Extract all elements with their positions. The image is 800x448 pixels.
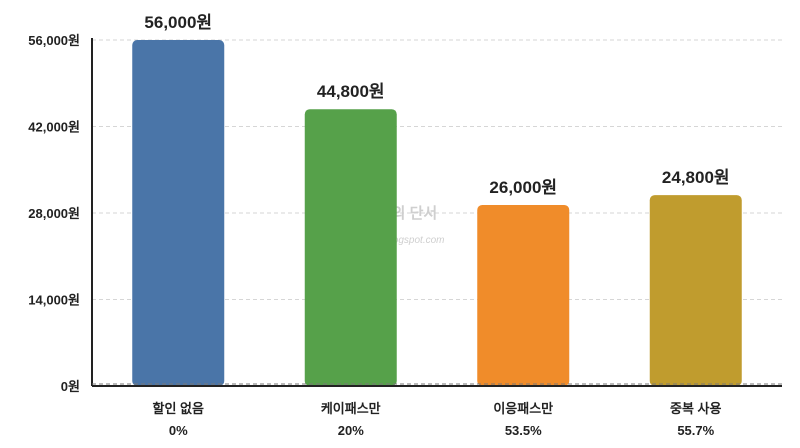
y-tick-label: 42,000원 xyxy=(28,120,80,135)
category-label: 중복 사용 xyxy=(670,401,721,416)
category-sublabel: 0% xyxy=(169,423,188,438)
y-tick-label: 0원 xyxy=(61,379,80,394)
data-label: 26,000원 xyxy=(489,178,557,197)
bar-1 xyxy=(132,40,225,386)
bars xyxy=(132,40,742,386)
data-label: 24,800원 xyxy=(662,168,730,187)
category-label: 이응패스만 xyxy=(493,401,553,416)
data-label: 56,000원 xyxy=(144,13,212,32)
bar-3 xyxy=(477,204,570,386)
category-sublabel: 55.7% xyxy=(677,423,714,438)
category-label: 할인 없음 xyxy=(153,401,204,416)
category-label: 케이패스만 xyxy=(321,401,381,416)
bar-4 xyxy=(649,195,742,386)
y-tick-label: 14,000원 xyxy=(28,293,80,308)
bar-2 xyxy=(304,109,397,386)
data-label: 44,800원 xyxy=(317,82,385,101)
labels: 0원 14,000원 28,000원 42,000원 56,000원 56,000원할인 … xyxy=(28,13,729,438)
category-sublabel: 20% xyxy=(338,423,364,438)
category-sublabel: 53.5% xyxy=(505,423,542,438)
axes xyxy=(91,38,782,387)
y-tick-label: 28,000원 xyxy=(28,206,80,221)
y-tick-label: 56,000원 xyxy=(28,33,80,48)
